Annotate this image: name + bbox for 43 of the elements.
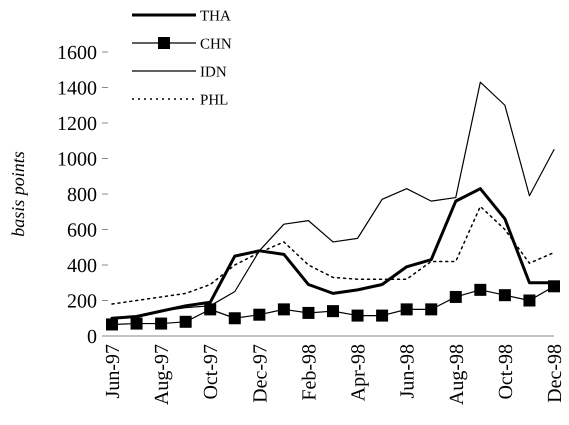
point <box>548 280 560 292</box>
point <box>523 294 536 306</box>
legend-label: THA <box>200 8 231 24</box>
point <box>474 284 486 296</box>
y-tick-label: 1200 <box>57 113 97 135</box>
y-tick-label: 800 <box>67 184 97 206</box>
x-tick-label: Aug-98 <box>446 344 468 406</box>
legend-label: IDN <box>200 64 227 80</box>
x-tick-label: Oct-97 <box>200 344 222 400</box>
y-tick-label: 1400 <box>57 78 97 100</box>
y-tick-label: 1000 <box>57 148 97 170</box>
point <box>278 303 290 316</box>
legend-label: CHN <box>200 36 232 52</box>
point <box>204 303 216 316</box>
y-tick-label: 0 <box>87 326 97 348</box>
point <box>400 303 413 316</box>
point <box>425 303 438 316</box>
point <box>352 310 364 322</box>
point <box>302 306 314 319</box>
point <box>498 289 511 302</box>
y-axis-title: basis points <box>8 151 28 237</box>
point <box>450 290 462 303</box>
point <box>376 310 388 322</box>
point <box>180 316 192 328</box>
point <box>155 318 168 330</box>
point <box>228 312 241 324</box>
legend-label: PHL <box>200 92 228 108</box>
x-tick-label: Jun-98 <box>396 344 419 398</box>
y-tick-label: 1600 <box>57 42 97 64</box>
point <box>106 318 118 330</box>
x-tick-label: Feb-98 <box>298 344 320 401</box>
y-tick-label: 600 <box>67 220 97 242</box>
x-tick-label: Aug-97 <box>151 344 174 406</box>
x-tick-label: Dec-98 <box>544 344 566 403</box>
x-tick-label: Oct-98 <box>494 344 517 400</box>
point <box>130 318 143 330</box>
point <box>327 305 339 318</box>
x-tick-label: Apr-98 <box>348 344 370 402</box>
y-tick-label: 200 <box>67 290 97 312</box>
x-tick-label: Dec-97 <box>249 344 272 403</box>
y-tick-label: 400 <box>67 255 97 277</box>
point <box>253 308 266 321</box>
x-tick-label: Jun-97 <box>102 344 124 398</box>
